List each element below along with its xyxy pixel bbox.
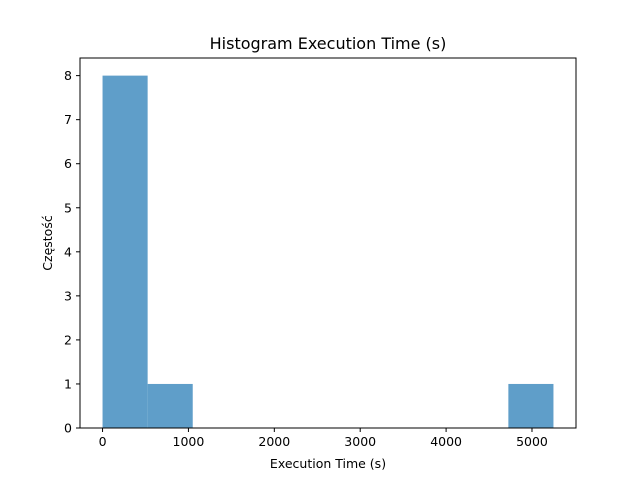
x-tick-label: 5000 [516,434,548,449]
y-tick-label: 8 [64,68,72,83]
y-tick-label: 6 [64,156,72,171]
x-ticks: 0 1000 2000 3000 4000 5000 [99,428,548,449]
histogram-bar-9 [508,383,554,428]
x-tick-label: 3000 [344,434,376,449]
bars-group [102,75,554,428]
y-tick-label: 1 [64,376,72,391]
x-tick-label: 1000 [173,434,205,449]
plot-frame [79,57,577,429]
x-tick-label: 4000 [430,434,462,449]
x-axis-label: Execution Time (s) [270,456,386,471]
y-tick-label: 5 [64,200,72,215]
y-tick-label: 4 [64,244,72,259]
histogram-bar-0 [102,75,148,428]
histogram-bar-1 [147,383,193,428]
x-tick-label: 2000 [258,434,290,449]
y-tick-label: 2 [64,332,72,347]
x-tick-label: 0 [99,434,107,449]
y-tick-label: 3 [64,288,72,303]
y-axis-label: Częstość [40,215,55,271]
y-ticks: 0 1 2 3 4 5 6 7 8 [64,68,80,436]
y-tick-label: 0 [64,421,72,436]
y-tick-label: 7 [64,112,72,127]
chart-title: Histogram Execution Time (s) [210,34,447,53]
